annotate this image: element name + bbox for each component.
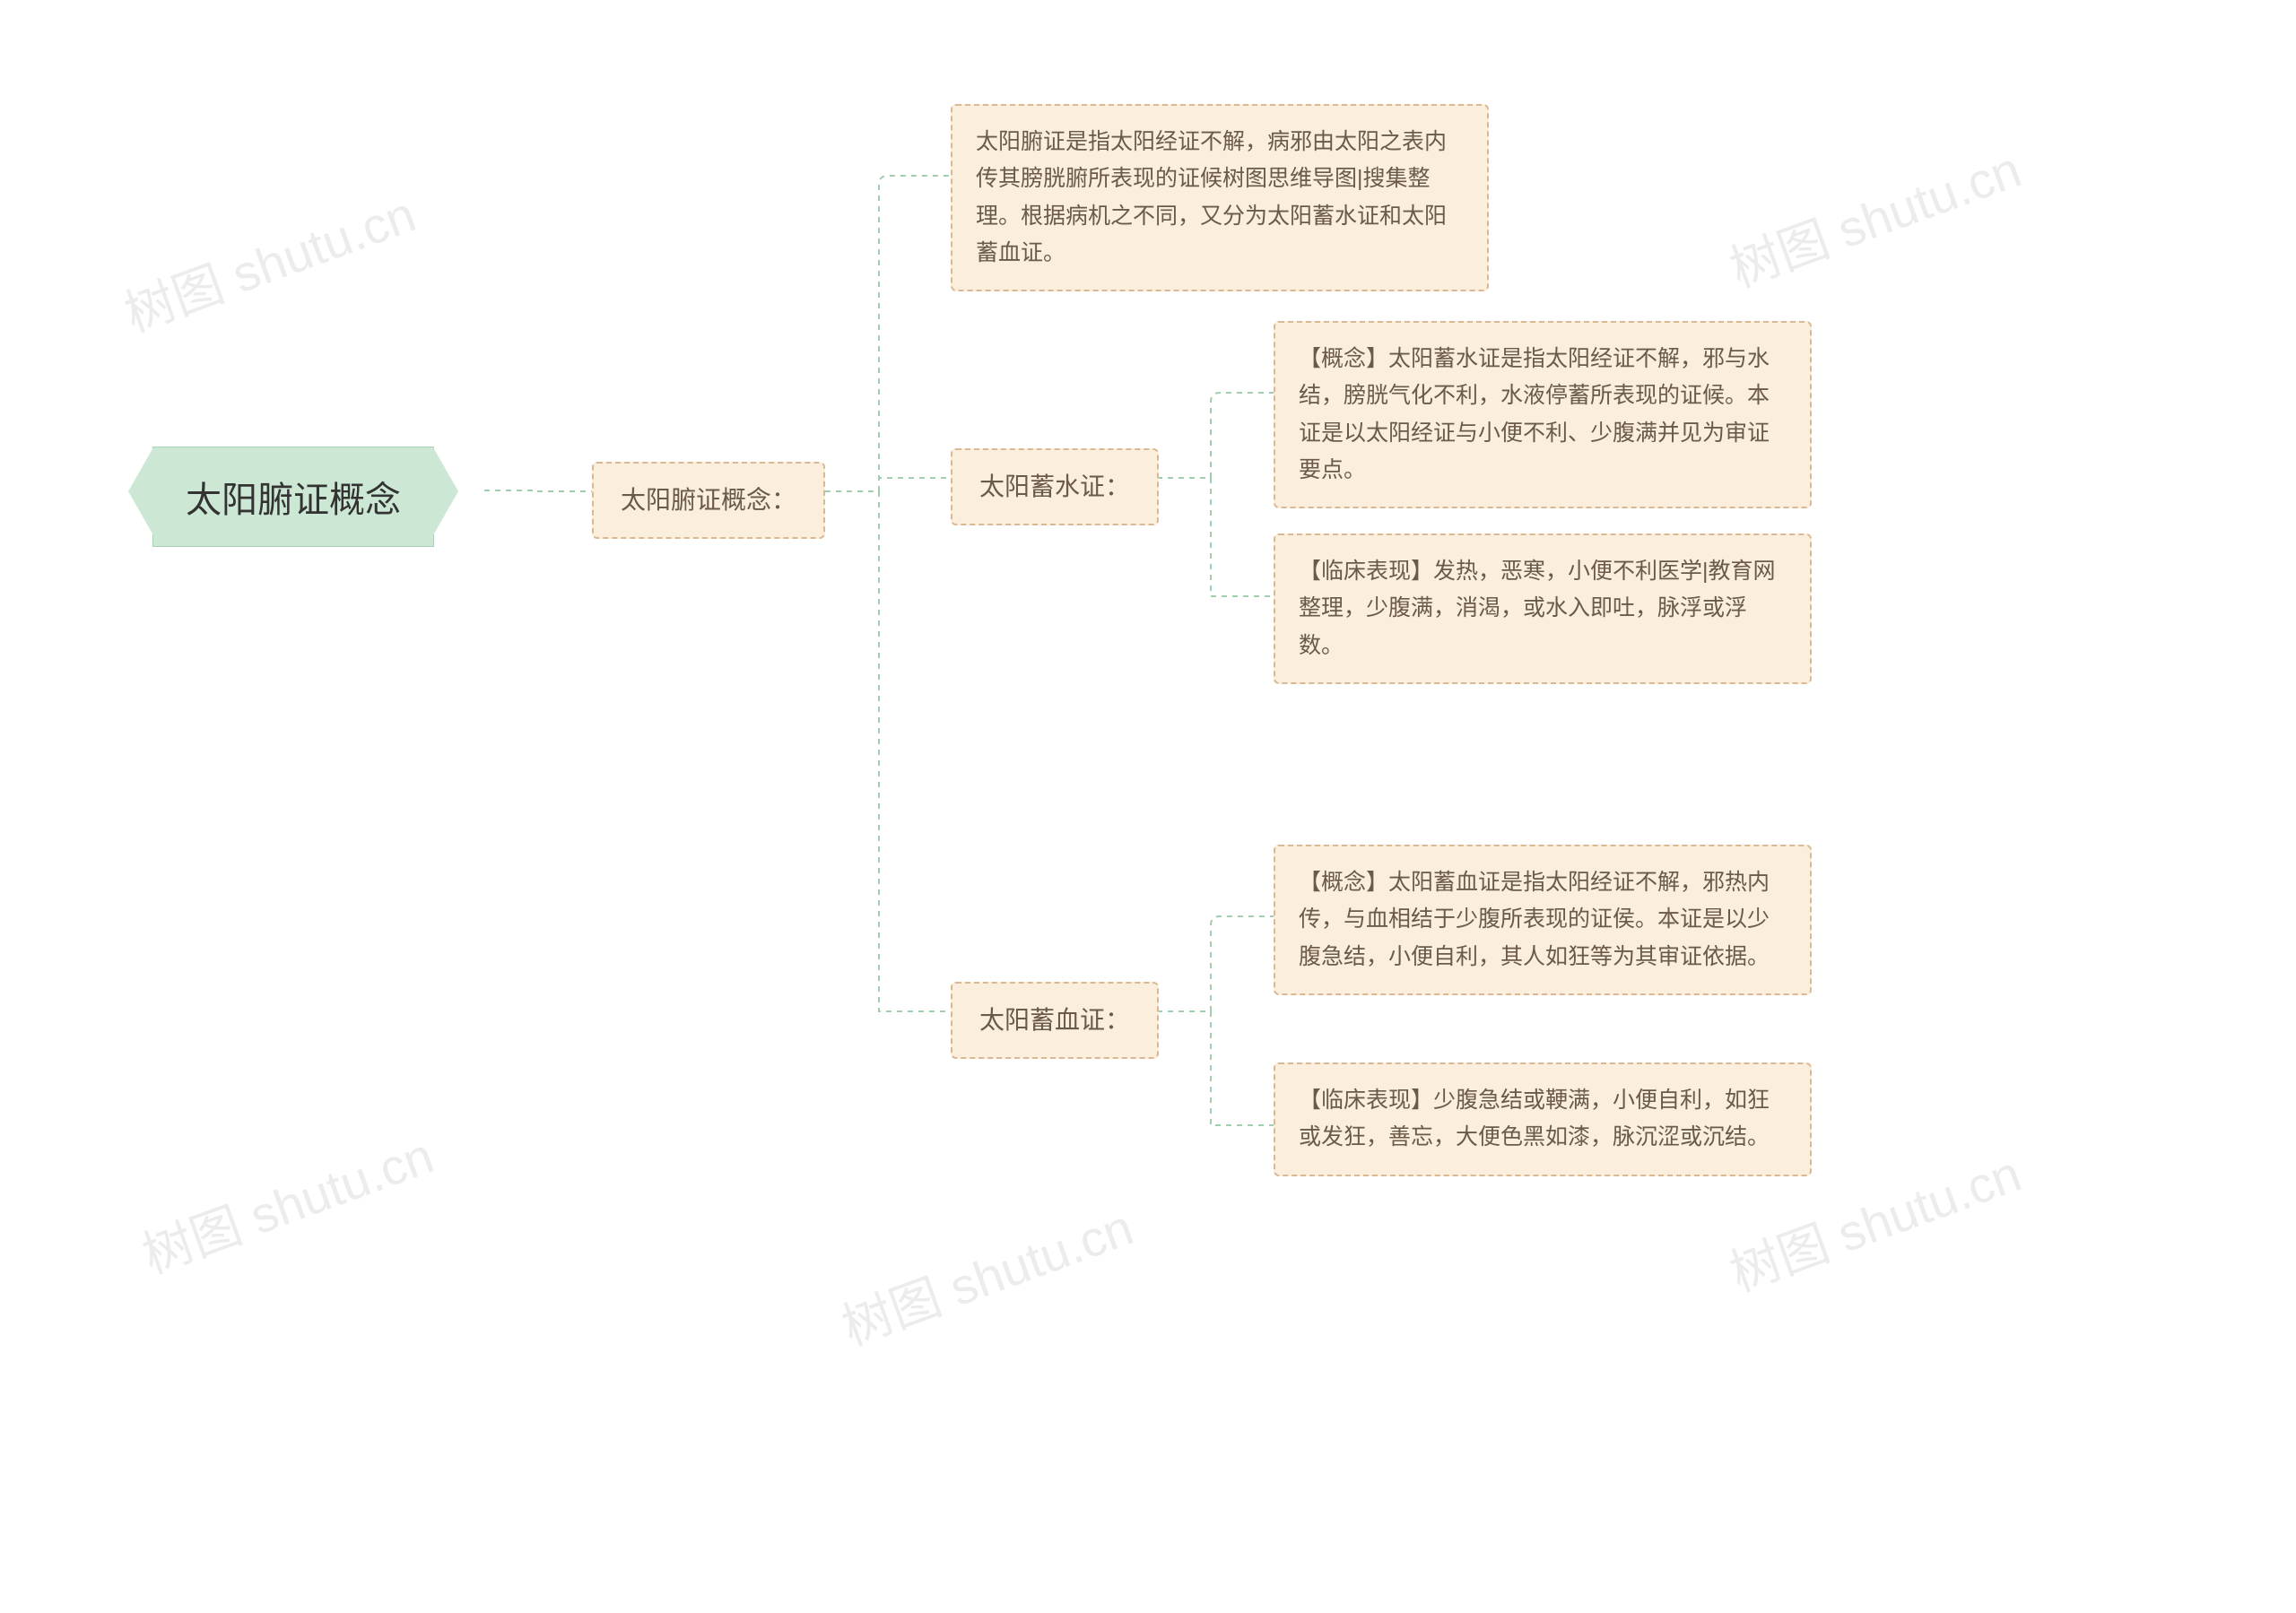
leaf-a1: 【概念】太阳蓄水证是指太阳经证不解，邪与水结，膀胱气化不利，水液停蓄所表现的证候… xyxy=(1274,321,1812,508)
watermark: 树图 shutu.cn xyxy=(113,174,424,346)
level2b-node: 太阳蓄血证： xyxy=(951,982,1159,1059)
leaf-b1: 【概念】太阳蓄血证是指太阳经证不解，邪热内传，与血相结于少腹所表现的证侯。本证是… xyxy=(1274,845,1812,995)
leaf-a2: 【临床表现】发热，恶寒，小便不利医学|教育网整理，少腹满，消渴，或水入即吐，脉浮… xyxy=(1274,533,1812,684)
level1-node: 太阳腑证概念： xyxy=(592,462,825,539)
watermark: 树图 shutu.cn xyxy=(131,1115,442,1288)
description-node: 太阳腑证是指太阳经证不解，病邪由太阳之表内传其膀胱腑所表现的证候树图思维导图|搜… xyxy=(951,104,1489,291)
watermark: 树图 shutu.cn xyxy=(1718,129,2030,301)
level2a-node: 太阳蓄水证： xyxy=(951,448,1159,525)
root-node: 太阳腑证概念 xyxy=(152,447,434,547)
watermark: 树图 shutu.cn xyxy=(831,1187,1142,1359)
leaf-b2: 【临床表现】少腹急结或鞕满，小便自利，如狂或发狂，善忘，大便色黑如漆，脉沉涩或沉… xyxy=(1274,1062,1812,1176)
